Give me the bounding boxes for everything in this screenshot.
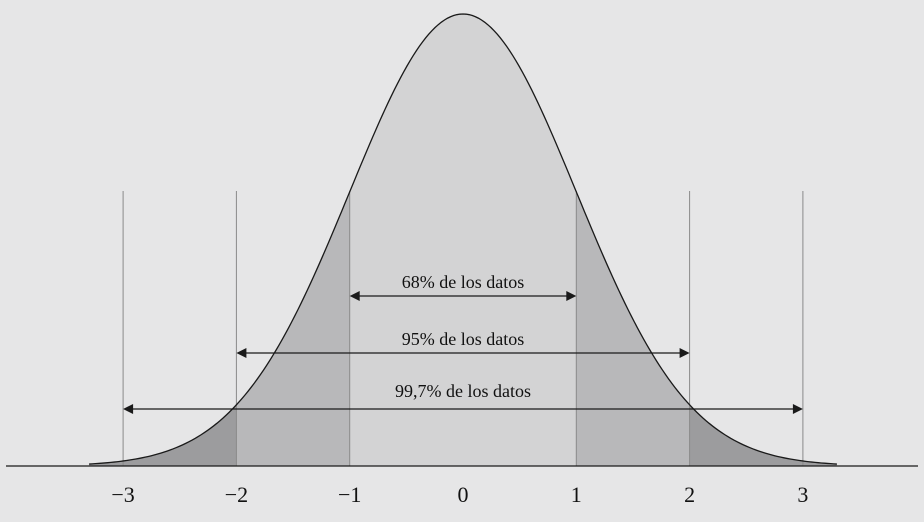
x-tick-label: 2 bbox=[684, 482, 695, 507]
x-axis-ticks: −3 −2 −1 0 1 2 3 bbox=[111, 482, 808, 507]
arrow-head-right bbox=[792, 404, 803, 414]
arrow-head-right bbox=[679, 348, 690, 358]
arrow-head-left bbox=[236, 348, 247, 358]
x-tick-label: −1 bbox=[338, 482, 361, 507]
x-tick-label: 0 bbox=[458, 482, 469, 507]
x-tick-label: 3 bbox=[797, 482, 808, 507]
x-tick-label: −2 bbox=[225, 482, 248, 507]
interval-label: 99,7% de los datos bbox=[395, 381, 531, 401]
arrow-head-left bbox=[349, 291, 360, 301]
sd-guide-lines bbox=[122, 191, 804, 466]
x-tick-label: 1 bbox=[571, 482, 582, 507]
x-tick-label: −3 bbox=[111, 482, 134, 507]
normal-curve bbox=[89, 13, 837, 465]
interval-arrows: 68% de los datos 95% de los datos 99,7% de… bbox=[123, 272, 803, 414]
interval-label: 95% de los datos bbox=[402, 329, 524, 349]
interval-label: 68% de los datos bbox=[402, 272, 524, 292]
arrow-head-right bbox=[566, 291, 577, 301]
arrow-head-left bbox=[123, 404, 134, 414]
